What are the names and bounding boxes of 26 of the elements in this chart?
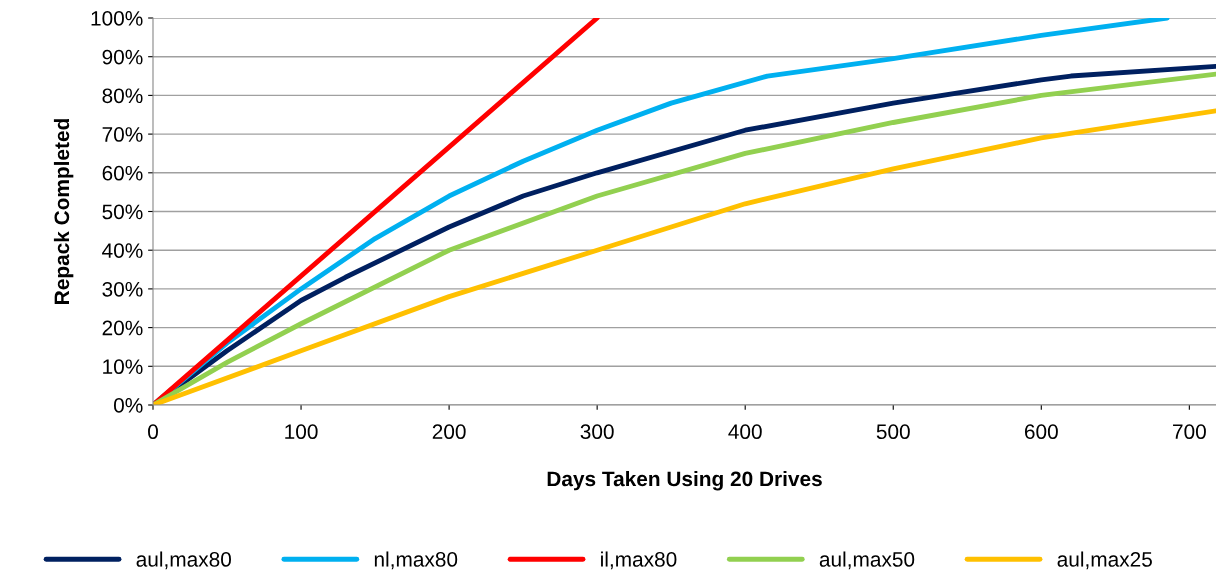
legend-label: aul,max80 [136,551,231,570]
legend-label: aul,max25 [1057,551,1152,570]
x-tick-label: 0 [148,424,158,440]
y-tick-label: 100% [91,11,143,26]
legend-label: aul,max50 [819,551,915,570]
x-tick-label: 500 [876,424,910,440]
y-tick-label: 50% [102,204,143,220]
legend-label: il,max80 [601,551,677,570]
legend-label: nl,max80 [374,551,458,570]
y-tick-label: 20% [102,320,143,336]
y-tick-label: 30% [102,281,143,297]
x-tick-label: 100 [285,424,318,440]
y-tick-label: 60% [102,165,143,181]
y-tick-label: 0% [113,398,143,413]
y-tick-label: 10% [103,359,143,375]
x-tick-label: 400 [728,424,762,440]
x-tick-label: 600 [1024,424,1058,440]
x-tick-label: 700 [1173,424,1206,440]
x-tick-label: 200 [432,424,466,440]
x-tick-label: 300 [580,424,614,440]
x-axis-title: Days Taken Using 20 Drives [547,470,822,491]
y-tick-label: 90% [102,49,143,65]
y-tick-label: 80% [102,88,143,104]
y-tick-label: 40% [102,243,143,258]
y-tick-label: 70% [102,127,143,142]
y-axis-title: Repack Completed [53,119,74,304]
